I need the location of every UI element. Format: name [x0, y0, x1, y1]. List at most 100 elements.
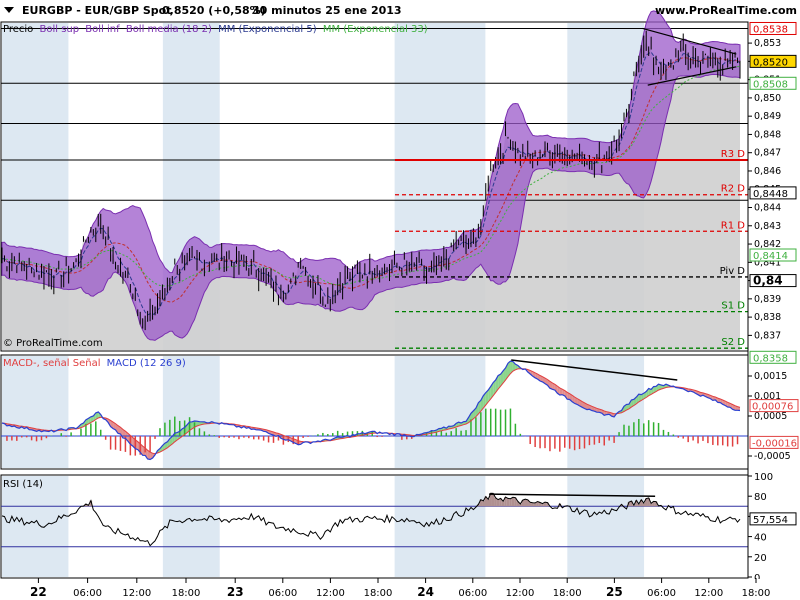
macd-fill — [567, 392, 570, 400]
legend-ema33: MM (Exponencial 33) — [323, 24, 428, 35]
macd-session-band — [2, 356, 69, 468]
chevron-down-icon[interactable] — [4, 7, 14, 13]
ema33-line — [2, 66, 740, 287]
instrument-title: EURGBP - EUR/GBP Spot — [22, 4, 171, 17]
x-time-label: 06:00 — [458, 588, 487, 599]
macd-signal-label: MACD-, señal Señal — [3, 358, 100, 369]
x-time-label: 18:00 — [172, 588, 201, 599]
macd-fill — [498, 374, 501, 390]
macd-fill — [658, 384, 662, 391]
pivot-label: S2 D — [721, 337, 745, 348]
pivot-label: R1 D — [721, 220, 745, 231]
pivot-label: S1 D — [721, 301, 745, 312]
legend-boll-inf: Boll inf — [85, 24, 120, 35]
macd-fill — [510, 361, 513, 374]
macd-tag-label: -0,00016 — [752, 438, 797, 449]
macd-fill — [540, 375, 543, 382]
rsi-value-box — [749, 512, 797, 526]
price-tag-box — [749, 76, 797, 90]
price-tag-label: 0,8358 — [753, 353, 788, 364]
rsi-divergence-line — [489, 493, 656, 497]
macd-fill — [493, 380, 496, 396]
macd-fill — [507, 361, 511, 377]
macd-fill — [475, 402, 479, 417]
triangle-upper-line — [642, 27, 737, 55]
macd-fill — [490, 382, 494, 399]
legend-price: Precio — [3, 24, 33, 35]
macd-fill — [478, 400, 481, 414]
pivot-label: R3 D — [721, 149, 745, 160]
x-day-label: 25 — [606, 585, 623, 599]
macd-tag-box — [749, 435, 799, 449]
macd-fill — [579, 399, 583, 408]
price-tag-box — [749, 54, 797, 68]
price-tag-label: 0,8508 — [753, 79, 788, 90]
price-tag-label: 0,8414 — [753, 251, 788, 262]
x-day-label: 23 — [227, 585, 244, 599]
macd-fill — [564, 390, 568, 400]
period-label: 30 minutos 25 ene 2013 — [252, 4, 402, 17]
pivot-label: R2 D — [721, 184, 745, 195]
macd-fill — [95, 411, 99, 420]
rsi-session-band — [162, 476, 220, 577]
macd-legend: MACD-, señal Señal MACD (12 26 9) — [3, 358, 186, 369]
macd-fill — [653, 386, 657, 393]
macd-fill — [626, 404, 629, 411]
x-time-label: 18:00 — [364, 588, 393, 599]
triangle-lower-line — [647, 66, 737, 86]
macd-fill — [584, 402, 587, 410]
macd-fill — [577, 398, 580, 406]
macd-fill — [641, 393, 644, 401]
x-day-label: 24 — [417, 585, 434, 599]
rsi-value-label: 57,554 — [753, 515, 788, 526]
price-tick-label: 0,848 — [754, 129, 781, 140]
price-tick-label: 0,837 — [754, 330, 781, 341]
macd-fill — [167, 438, 170, 448]
macd-fill — [572, 395, 575, 404]
y-axis-background — [749, 22, 800, 578]
macd-fill — [98, 411, 101, 419]
macd-fill — [120, 427, 123, 438]
rsi-layer — [1, 476, 748, 577]
macd-fill — [118, 425, 121, 435]
x-time-label: 12:00 — [694, 588, 723, 599]
macd-fill — [562, 389, 565, 396]
price-tick-label: 0,850 — [754, 93, 781, 104]
price-tick-label: 0,853 — [754, 38, 781, 49]
x-day-label: 22 — [30, 585, 47, 599]
price-tag-label: 0,8520 — [753, 57, 788, 68]
x-time-label: 18:00 — [553, 588, 582, 599]
macd-fill — [730, 403, 733, 410]
rsi-tick-label: 40 — [754, 533, 767, 544]
price-tick-label: 0,841 — [754, 257, 781, 268]
price-tag-box — [749, 186, 797, 200]
x-time-label: 06:00 — [647, 588, 676, 599]
macd-fill — [559, 387, 563, 395]
macd-fill — [638, 394, 642, 402]
price-tag-label: 0,84 — [753, 274, 783, 288]
x-time-label: 06:00 — [73, 588, 102, 599]
macd-fill — [574, 396, 578, 405]
pivot-label: Piv D — [720, 266, 746, 277]
x-time-label: 12:00 — [316, 588, 345, 599]
macd-session-band — [162, 356, 220, 468]
macd-fill — [115, 423, 119, 434]
macd-fill — [631, 399, 634, 408]
macd-title: MACD (12 26 9) — [107, 358, 186, 369]
price-tag-label: 0,8448 — [753, 189, 788, 200]
macd-tick-label: 0,001 — [754, 391, 781, 402]
macd-fill — [732, 404, 736, 411]
macd-tick-label: -0,0005 — [754, 451, 791, 462]
legend-boll-sup: Boll sup — [39, 24, 79, 35]
x-time-label: 18:00 — [742, 588, 771, 599]
x-axis-background — [0, 579, 800, 600]
x-time-label: 12:00 — [506, 588, 535, 599]
macd-fill — [582, 401, 585, 409]
site-label[interactable]: www.ProRealTime.com — [655, 4, 797, 17]
legend: Precio Boll sup Boll inf Boll media (18 … — [3, 24, 428, 35]
rsi-line — [1, 492, 741, 547]
macd-fill — [150, 452, 153, 460]
rsi-tick-label: 20 — [754, 553, 767, 564]
copyright: © ProRealTime.com — [3, 338, 103, 349]
rsi-session-band — [567, 476, 645, 577]
